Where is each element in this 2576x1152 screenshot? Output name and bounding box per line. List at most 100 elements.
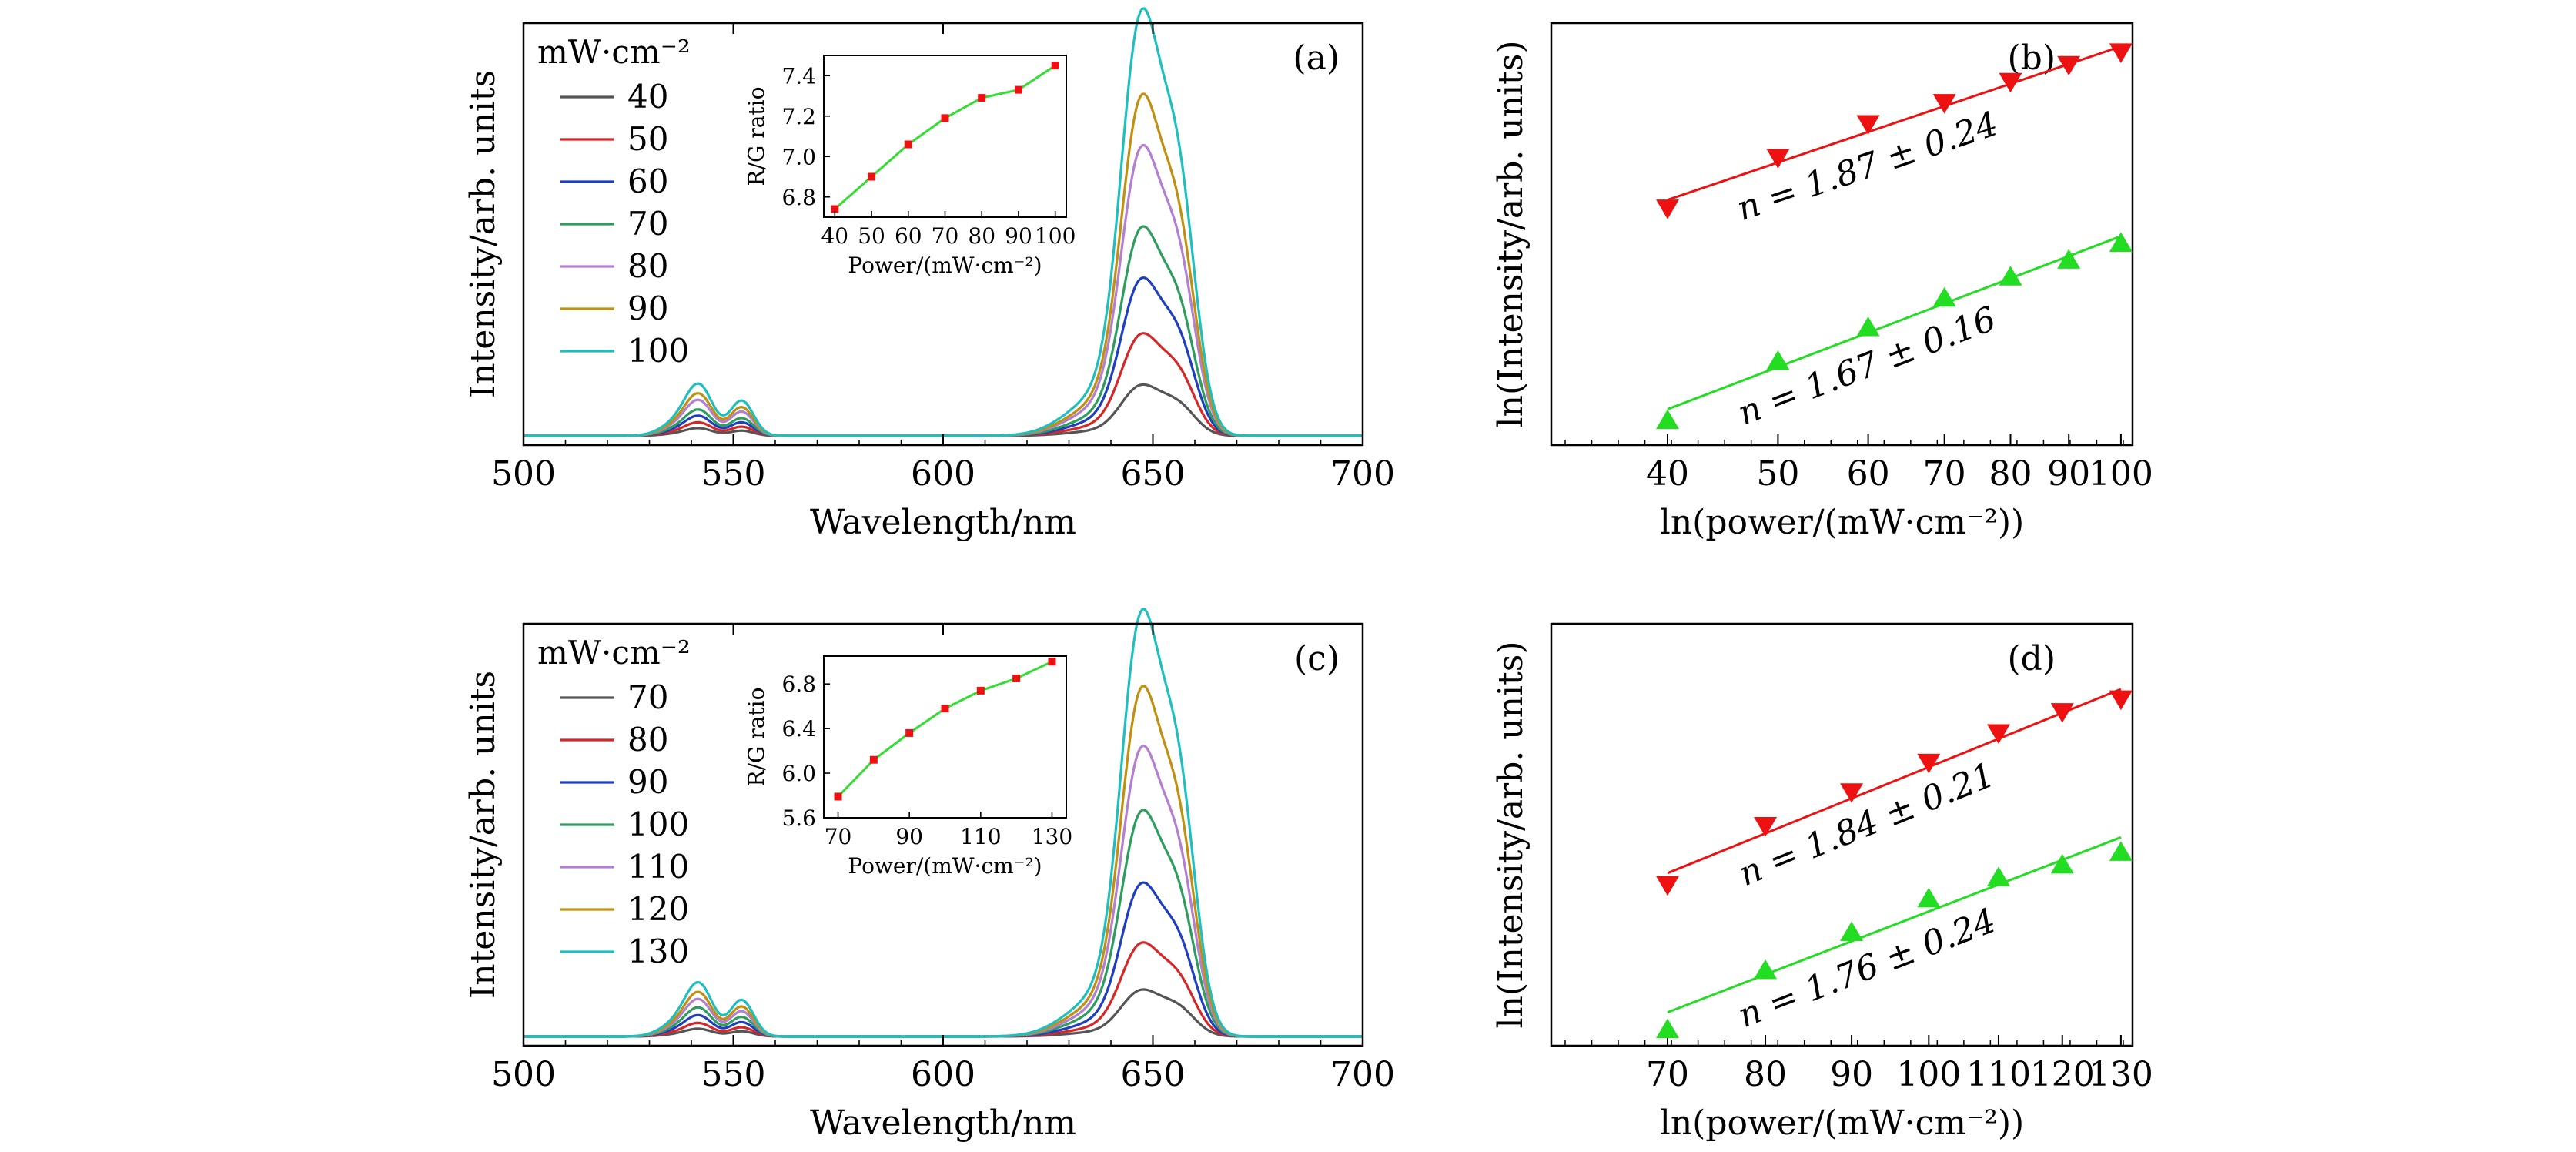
inset-chart: 40 50 60 70 80 90 100 6.8 7.0 7.2 7.4 Power/(mW·cm⁻… — [744, 55, 1076, 278]
legend-label-100: 100 — [627, 805, 689, 843]
x-tick-label: 650 — [1121, 454, 1186, 494]
inset-point — [831, 205, 839, 213]
fit-line-red — [1667, 688, 2122, 875]
inset-point — [869, 755, 878, 764]
data-point-red — [2050, 703, 2074, 723]
inset-x-tick-label: 70 — [932, 223, 959, 249]
inset-x-tick-label: 70 — [825, 824, 852, 849]
x-tick-label: 130 — [2089, 1055, 2153, 1094]
panel-letter: (d) — [2008, 639, 2056, 678]
data-point-green — [1754, 959, 1778, 980]
data-point-red — [2109, 43, 2133, 63]
inset-x-tick-label: 100 — [1035, 223, 1076, 249]
legend-label-100: 100 — [627, 332, 689, 370]
inset-x-tick-label: 50 — [858, 223, 885, 249]
data-point-red — [1656, 199, 1679, 219]
x-tick-label: 550 — [701, 1055, 766, 1094]
x-tick-label: 70 — [1923, 454, 1966, 494]
data-point-red — [1754, 817, 1778, 837]
legend-label-60: 60 — [627, 162, 668, 200]
data-point-green — [1856, 316, 1880, 337]
x-tick-label: 70 — [1646, 1055, 1689, 1094]
plot-frame — [1550, 22, 2134, 447]
inset-y-tick-label: 5.6 — [781, 805, 816, 831]
inset-x-label: Power/(mW·cm⁻²) — [848, 853, 1042, 879]
y-axis-label: Intensity/arb. units — [463, 671, 503, 999]
legend-label-70: 70 — [627, 205, 668, 243]
x-tick-label: 550 — [701, 454, 766, 494]
inset-x-tick-label: 90 — [895, 824, 923, 849]
legend-label-120: 120 — [627, 890, 689, 928]
data-point-green — [1656, 1018, 1679, 1039]
x-tick-label: 110 — [1966, 1055, 2031, 1094]
legend-title: mW·cm⁻² — [537, 634, 691, 671]
inset-y-tick-label: 6.0 — [781, 761, 816, 786]
data-point-red — [1917, 753, 1941, 774]
data-point-red — [1986, 724, 2010, 744]
inset-x-tick-label: 40 — [821, 223, 848, 249]
legend-label-90: 90 — [627, 763, 668, 801]
legend-label-130: 130 — [627, 933, 689, 970]
inset-point — [834, 792, 842, 801]
data-point-red — [1932, 94, 1956, 114]
data-point-green — [2057, 249, 2081, 269]
inset-y-tick-label: 6.8 — [781, 185, 816, 210]
inset-x-tick-label: 110 — [960, 824, 1001, 849]
x-tick-label: 90 — [1830, 1055, 1873, 1094]
inset-y-tick-label: 6.4 — [781, 716, 816, 742]
inset-y-label: R/G ratio — [744, 688, 769, 787]
y-axis-label: ln(Intensity/arb. units) — [1491, 41, 1531, 428]
inset-point — [868, 172, 876, 181]
x-tick-label: 100 — [2089, 454, 2153, 494]
x-axis-label: Wavelength/nm — [810, 1103, 1076, 1143]
data-point-red — [2109, 690, 2133, 711]
x-axis-label: ln(power/(mW·cm⁻²)) — [1660, 1103, 2024, 1143]
inset-frame — [823, 655, 1067, 819]
legend-label-40: 40 — [627, 78, 668, 116]
legend-label-90: 90 — [627, 290, 668, 327]
inset-point — [1012, 674, 1021, 682]
spectrum-line-40 — [524, 383, 1363, 437]
x-tick-label: 40 — [1646, 454, 1689, 494]
data-point-green — [1656, 409, 1679, 430]
data-point-green — [1766, 350, 1790, 370]
data-point-red — [1840, 783, 1864, 803]
data-point-red — [1656, 876, 1679, 896]
fit-line-red — [1667, 45, 2122, 201]
inset-point — [941, 114, 949, 122]
data-point-green — [2050, 853, 2074, 874]
data-point-green — [1999, 266, 2022, 286]
data-point-red — [1856, 115, 1880, 136]
x-tick-label: 90 — [2047, 454, 2090, 494]
inset-frame — [823, 55, 1067, 218]
fit-annotation-red: n = 1.84 ± 0.21 — [1733, 755, 2000, 894]
inset-point — [976, 686, 985, 695]
data-point-green — [1840, 921, 1864, 942]
inset-x-tick-label: 90 — [1005, 223, 1032, 249]
inset-y-label: R/G ratio — [744, 87, 769, 186]
inset-x-label: Power/(mW·cm⁻²) — [848, 253, 1042, 278]
inset-point — [905, 728, 914, 737]
fit-line-green — [1667, 235, 2122, 410]
inset-point — [1051, 62, 1059, 70]
x-tick-label: 80 — [1989, 454, 2032, 494]
x-tick-label: 600 — [911, 1055, 975, 1094]
legend-title: mW·cm⁻² — [537, 33, 691, 71]
inset-x-tick-label: 80 — [968, 223, 995, 249]
data-point-green — [1917, 887, 1941, 908]
spectrum-panel-c: 500 550 600 650 700 Wavelength/nm Intensity/ar… — [463, 608, 1395, 1143]
spectrum-line-70 — [524, 988, 1363, 1038]
inset-point — [978, 94, 986, 102]
legend-label-70: 70 — [627, 678, 668, 716]
x-tick-label: 60 — [1847, 454, 1890, 494]
x-tick-label: 80 — [1744, 1055, 1787, 1094]
legend-label-80: 80 — [627, 247, 668, 285]
x-tick-label: 600 — [911, 454, 975, 494]
inset-x-tick-label: 130 — [1032, 824, 1072, 849]
inset-x-tick-label: 60 — [895, 223, 922, 249]
inset-point — [1048, 658, 1056, 666]
x-tick-label: 650 — [1121, 1055, 1186, 1094]
plot-frame — [1550, 622, 2134, 1047]
